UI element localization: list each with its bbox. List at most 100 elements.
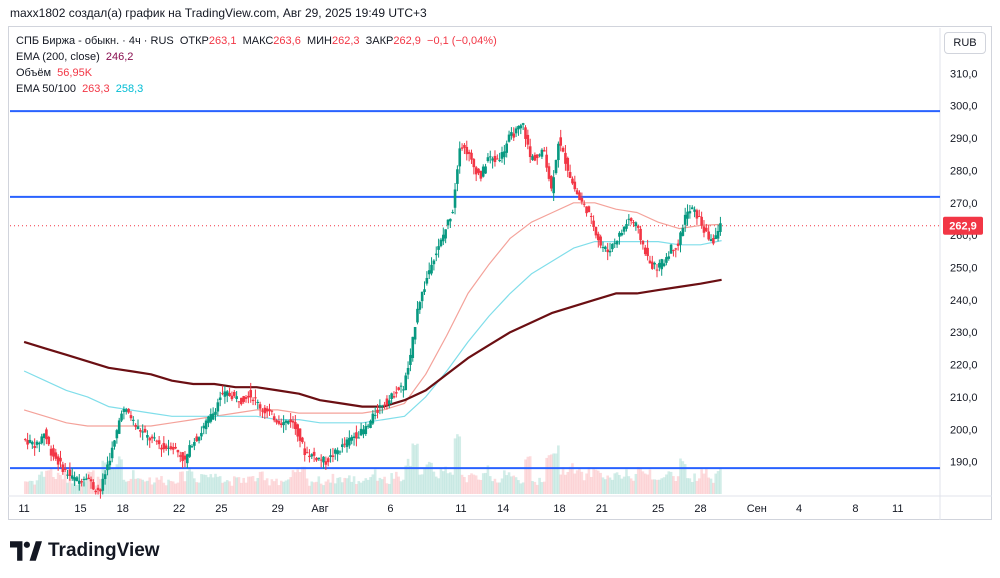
y-tick-label: 290,0	[950, 133, 978, 145]
legend-ema200-row[interactable]: EMA (200, close) 246,2	[16, 49, 497, 65]
volume-bar	[589, 476, 593, 494]
time-axis[interactable]: 11 15 18 22 25 29 Авг 6 11 14 18 21 25 28 Сен 4 8 11	[18, 503, 903, 515]
volume-bar	[686, 478, 689, 494]
volume-bar	[441, 471, 445, 494]
candle-body	[376, 409, 379, 413]
ema50-100-label: EMA 50/100	[16, 83, 76, 95]
legend-volume-row[interactable]: Объём 56,95K	[16, 65, 497, 81]
candle-body	[56, 456, 60, 465]
volume-bar	[263, 480, 267, 494]
candle-body	[632, 222, 635, 224]
volume-bar	[566, 471, 570, 494]
candles	[23, 122, 722, 499]
candle-body	[26, 440, 29, 445]
volume-bar	[186, 471, 189, 494]
volume-bar	[113, 467, 116, 494]
volume-bar	[115, 464, 119, 494]
volume-bar	[49, 468, 53, 494]
ema-line-3	[23, 278, 722, 408]
symbol-label[interactable]: СПБ Биржа - обыкн. · 4ч · RUS	[16, 35, 174, 47]
volume-bar	[608, 477, 612, 494]
ema-lines	[23, 202, 722, 427]
candle-body	[348, 437, 351, 446]
ema-line-2	[23, 240, 722, 424]
candle-body	[423, 289, 426, 293]
candle-body	[709, 239, 713, 242]
volume-bar	[402, 479, 405, 494]
chart-frame	[8, 26, 992, 520]
x-tick-label: 6	[387, 503, 393, 515]
candle-body	[395, 392, 398, 394]
tradingview-brand[interactable]: TradingView	[10, 540, 160, 562]
candle-body	[282, 421, 285, 426]
candle-body	[648, 260, 652, 264]
candle-body	[265, 408, 269, 412]
candle-body	[115, 430, 119, 439]
volume-bar	[270, 479, 274, 494]
volume-bar	[535, 484, 539, 494]
candle-body	[521, 123, 525, 125]
open-label: ОТКР	[179, 35, 209, 47]
candle-body	[315, 457, 318, 461]
volume-bar	[688, 478, 692, 494]
y-tick-label: 240,0	[950, 295, 978, 307]
volume-bar	[85, 479, 88, 494]
legend-ema50-100-row[interactable]: EMA 50/100 263,3 258,3	[16, 81, 497, 97]
volume-bar	[458, 436, 462, 494]
volume-bar	[164, 485, 168, 494]
change-value: −0,1 (−0,04%)	[427, 35, 497, 47]
candle-body	[383, 404, 386, 406]
candle-body	[209, 414, 213, 422]
volume-bar	[615, 472, 619, 494]
volume-bar	[120, 459, 123, 494]
candle-body	[157, 440, 161, 445]
candle-body	[599, 236, 602, 246]
candle-body	[510, 132, 513, 136]
candle-body	[207, 416, 210, 424]
volume-bar	[643, 473, 647, 494]
candle-body	[103, 474, 107, 480]
candle-body	[326, 458, 330, 463]
volume-bar	[148, 477, 152, 494]
volume-bar	[315, 481, 318, 494]
volume-bar	[124, 481, 128, 494]
candle-body	[169, 446, 173, 450]
candle-body	[38, 442, 41, 445]
candle-body	[294, 422, 297, 430]
price-axis[interactable]: 320,0310,0300,0290,0280,0270,0260,0250,0…	[950, 36, 978, 469]
x-tick-label: Сен	[747, 503, 767, 515]
candle-body	[634, 222, 638, 227]
candle-body	[359, 428, 363, 436]
candle-body	[467, 151, 471, 154]
candle-body	[178, 455, 182, 457]
candle-body	[561, 147, 565, 152]
y-tick-label: 190,0	[950, 457, 978, 469]
candle-body	[643, 247, 647, 255]
candle-body	[373, 414, 377, 416]
x-tick-label: 4	[796, 503, 802, 515]
volume-bar	[613, 473, 617, 494]
ema200-value: 246,2	[105, 51, 134, 63]
candle-body	[712, 238, 715, 244]
candle-body	[61, 464, 65, 472]
candle-body	[425, 277, 429, 284]
volume-bar	[667, 471, 671, 494]
candle-body	[550, 176, 553, 189]
candle-body	[693, 209, 696, 212]
x-tick-label: 21	[596, 503, 608, 515]
volume-bar	[707, 477, 710, 494]
volume-bar	[362, 480, 365, 494]
candle-body	[129, 415, 133, 419]
candle-body	[416, 308, 419, 323]
candle-body	[176, 449, 180, 453]
volume-bar	[312, 482, 316, 494]
volume-bar	[35, 480, 39, 494]
candle-body	[622, 226, 626, 232]
currency-button[interactable]: RUB	[944, 32, 986, 54]
candle-body	[639, 228, 642, 241]
candle-body	[164, 445, 168, 449]
candle-body	[589, 215, 593, 217]
candle-body	[702, 226, 706, 233]
volume-bar	[413, 445, 417, 494]
